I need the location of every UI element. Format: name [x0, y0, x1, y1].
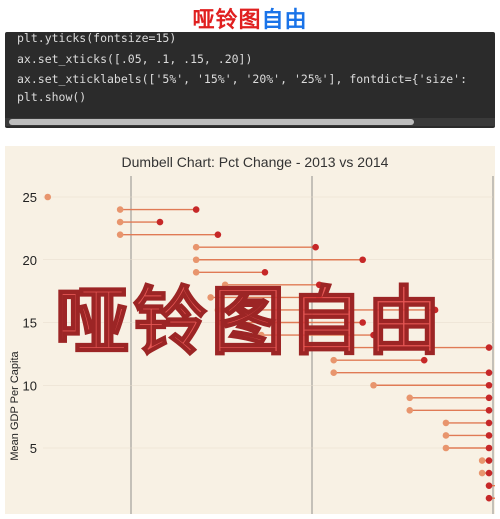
dumbbell-start-point [330, 356, 338, 364]
title-blue-part: 自由 [261, 7, 308, 32]
dumbbell-end-point [359, 319, 366, 326]
dumbbell-start-point [116, 231, 124, 238]
dumbbell-start-point [207, 294, 214, 301]
marks-layer [44, 193, 500, 502]
dumbbell-start-point [44, 193, 52, 201]
dumbbell-start-point [192, 256, 200, 264]
dumbbell-end-point [420, 356, 428, 364]
dumbbell-start-point [214, 306, 222, 314]
dumbbell-start-point [258, 331, 265, 339]
y-tick-label: 15 [23, 316, 37, 331]
dumbbell-end-point [485, 394, 493, 402]
dumbbell-end-point [192, 206, 200, 213]
dumbbell-chart: Dumbell Chart: Pct Change - 2013 vs 2014… [5, 146, 500, 514]
dumbbell-end-point [485, 482, 493, 489]
dumbbell-end-point [485, 494, 493, 502]
horizontal-scrollbar[interactable] [5, 118, 495, 126]
dumbbell-end-point [485, 381, 493, 389]
scrollbar-thumb[interactable] [9, 119, 414, 125]
title-red-part: 哑铃图 [192, 7, 262, 32]
dumbbell-start-point [305, 344, 312, 351]
y-tick-label: 25 [23, 190, 37, 205]
dumbbell-start-point [478, 457, 486, 464]
dumbbell-end-point [485, 432, 493, 439]
dumbbell-end-point [485, 444, 493, 452]
dumbbell-start-point [192, 243, 200, 251]
dumbbell-end-point [156, 218, 164, 226]
dumbbell-start-point [442, 432, 450, 439]
dumbbell-end-point [485, 407, 493, 414]
dumbbell-end-point [370, 331, 377, 339]
dumbbell-start-point [192, 269, 200, 276]
dumbbell-start-point [221, 281, 229, 289]
dumbbell-start-point [442, 444, 450, 452]
dumbbell-end-point [359, 256, 366, 264]
dumbbell-start-point [370, 381, 377, 389]
dumbbell-end-point [261, 269, 269, 276]
dumbbell-end-point [431, 306, 439, 314]
dumbbell-start-point [406, 394, 414, 402]
code-line: plt.yticks(fontsize=15) [17, 32, 177, 45]
dumbbell-start-point [116, 218, 124, 226]
y-tick-label: 5 [30, 441, 37, 456]
dumbbell-start-point [116, 206, 124, 213]
dumbbell-end-point [315, 281, 323, 289]
dumbbell-end-point [485, 369, 493, 376]
dumbbell-start-point [442, 419, 450, 427]
code-panel: plt.yticks(fontsize=15) ax.set_xticks([.… [5, 32, 495, 128]
dumbbell-start-point [406, 407, 414, 414]
dumbbell-start-point [478, 469, 486, 477]
dumbbell-end-point [485, 344, 493, 351]
page-title: 哑铃图自由 [0, 2, 500, 34]
y-tick-label: 10 [23, 378, 37, 393]
dumbbell-end-point [485, 469, 493, 477]
dumbbell-end-point [312, 243, 319, 251]
dumbbell-start-point [330, 369, 338, 376]
dumbbell-end-point [315, 294, 323, 301]
code-line: ax.set_xticklabels(['5%', '15%', '20%', … [17, 72, 468, 86]
chart-container: Dumbell Chart: Pct Change - 2013 vs 2014… [5, 146, 500, 514]
chart-background [5, 146, 495, 514]
ticks-layer: 5 10 15 20 25 [23, 190, 37, 456]
code-line: ax.set_xticks([.05, .1, .15, .20]) [17, 52, 253, 66]
dumbbell-end-point [485, 419, 493, 427]
dumbbell-end-point [485, 457, 493, 464]
y-tick-label: 20 [23, 253, 37, 268]
dumbbell-start-point [218, 319, 225, 326]
dumbbell-end-point [214, 231, 222, 238]
chart-title: Dumbell Chart: Pct Change - 2013 vs 2014 [122, 154, 389, 170]
y-axis-label: Mean GDP Per Capita [9, 351, 21, 461]
code-line: plt.show() [17, 90, 87, 104]
